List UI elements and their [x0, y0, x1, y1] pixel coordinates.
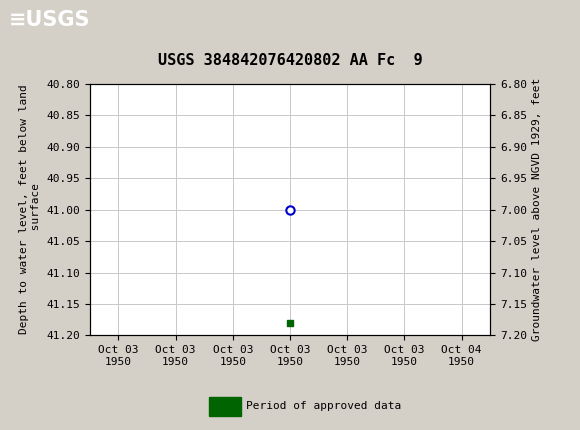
Y-axis label: Groundwater level above NGVD 1929, feet: Groundwater level above NGVD 1929, feet [532, 78, 542, 341]
Text: Period of approved data: Period of approved data [246, 401, 402, 412]
FancyBboxPatch shape [209, 396, 241, 416]
Text: ≡USGS: ≡USGS [9, 10, 90, 31]
Y-axis label: Depth to water level, feet below land
 surface: Depth to water level, feet below land su… [19, 85, 41, 335]
Text: USGS 384842076420802 AA Fc  9: USGS 384842076420802 AA Fc 9 [158, 53, 422, 68]
